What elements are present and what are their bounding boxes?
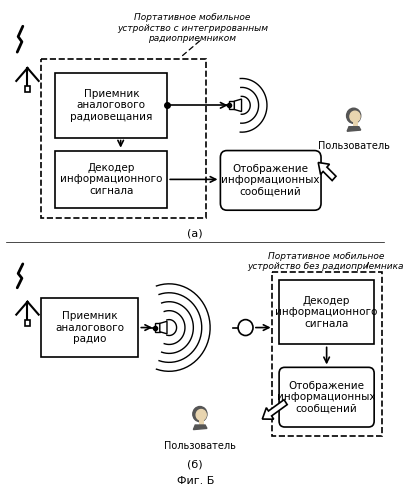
Text: Отображение
информационных
сообщений: Отображение информационных сообщений — [221, 164, 320, 197]
Text: Приемник
аналогового
радио: Приемник аналогового радио — [55, 311, 124, 344]
Text: (б): (б) — [188, 460, 203, 470]
Bar — [40, 59, 206, 218]
Text: Декодер
информационного
сигнала: Декодер информационного сигнала — [275, 295, 378, 329]
FancyBboxPatch shape — [220, 151, 321, 210]
Polygon shape — [193, 425, 207, 430]
Polygon shape — [347, 127, 361, 131]
Text: Фиг. Б: Фиг. Б — [176, 476, 214, 486]
Polygon shape — [262, 400, 287, 419]
Text: Портативное мобильное
устройство без радиоприемника: Портативное мобильное устройство без рад… — [248, 252, 404, 271]
Text: Декодер
информационного
сигнала: Декодер информационного сигнала — [60, 163, 163, 196]
Bar — [25, 86, 30, 92]
Bar — [155, 323, 160, 332]
Circle shape — [350, 111, 360, 122]
Text: Приемник
аналогового
радиовещания: Приемник аналогового радиовещания — [70, 89, 153, 122]
Bar — [279, 280, 374, 344]
Text: Отображение
информационных
сообщений: Отображение информационных сообщений — [277, 381, 376, 414]
Polygon shape — [160, 321, 167, 334]
Circle shape — [193, 407, 207, 422]
Bar — [40, 298, 139, 357]
Bar — [229, 101, 234, 109]
Bar — [25, 319, 30, 325]
Text: (а): (а) — [188, 228, 203, 238]
Text: Пользователь: Пользователь — [164, 441, 236, 451]
Polygon shape — [234, 99, 242, 112]
Bar — [55, 151, 167, 208]
Circle shape — [347, 108, 361, 123]
Bar — [272, 272, 381, 436]
FancyBboxPatch shape — [279, 367, 374, 427]
Text: Портативное мобильное
устройство с интегрированным
радиоприемником: Портативное мобильное устройство с интег… — [117, 13, 268, 43]
Circle shape — [196, 410, 206, 420]
Text: Пользователь: Пользователь — [318, 141, 390, 151]
Bar — [55, 73, 167, 138]
Polygon shape — [318, 163, 336, 181]
